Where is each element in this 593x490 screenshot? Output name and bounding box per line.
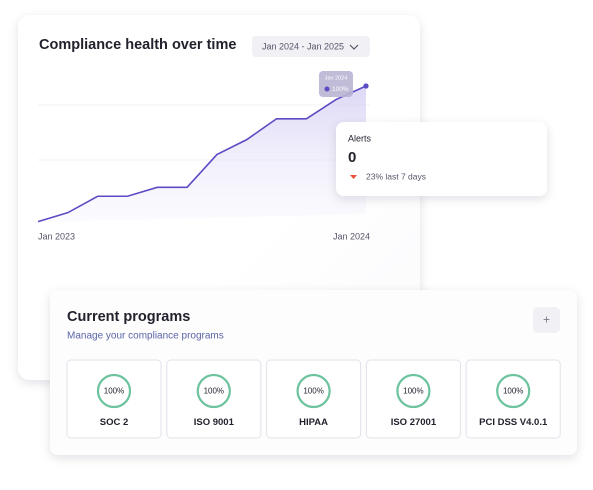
line <box>37 85 367 223</box>
tooltip-label: Jan 2024 <box>325 75 348 81</box>
program-name: PCI DSS V4.0.1 <box>479 417 548 428</box>
alerts-title: Alerts <box>348 133 372 143</box>
down-arrow <box>350 175 357 179</box>
area <box>38 86 366 222</box>
tooltip-value: 100% <box>332 86 349 93</box>
program-list: 100% SOC 2 100% ISO 9001 100% HIPAA 100% ISO 27… <box>66 359 561 439</box>
score-ring <box>196 373 231 409</box>
program-name: ISO 9001 <box>194 417 235 428</box>
date-range-text: Jan 2024 - Jan 2025 <box>262 41 344 51</box>
plot: Jan 2023 Jan 2024 Jan 2024 100% <box>37 71 370 241</box>
score-ring <box>496 373 531 409</box>
chart-title: Compliance health over time <box>39 37 236 53</box>
x-tick-label: Jan 2024 <box>333 231 370 241</box>
add-icon: + <box>543 313 550 327</box>
score-ring <box>96 373 132 409</box>
alerts-count: 0 <box>348 149 356 166</box>
score: 100% <box>403 387 423 396</box>
chevron <box>349 44 359 50</box>
program-name: ISO 27001 <box>391 417 437 428</box>
tooltip-dot <box>324 86 330 92</box>
program-tile[interactable] <box>365 359 461 439</box>
score-ring <box>396 373 431 409</box>
program-tile[interactable] <box>166 359 262 439</box>
program-tile[interactable] <box>465 359 561 439</box>
point <box>363 83 369 89</box>
score: 100% <box>503 387 523 396</box>
program-tile[interactable] <box>66 359 162 439</box>
score: 100% <box>104 387 124 396</box>
score: 100% <box>204 387 224 396</box>
program-tile[interactable] <box>266 359 362 439</box>
add-button[interactable] <box>533 307 560 333</box>
programs-subtitle: Manage your compliance programs <box>67 331 224 342</box>
score-ring <box>296 373 331 409</box>
programs-title: Current programs <box>67 309 190 325</box>
alerts-change: 23% last 7 days <box>366 171 426 181</box>
program-name: SOC 2 <box>100 417 129 428</box>
alerts-card <box>336 122 547 196</box>
x-tick-label: Jan 2023 <box>38 231 75 241</box>
date-range[interactable] <box>252 36 370 57</box>
score: 100% <box>303 387 323 396</box>
program-name: HIPAA <box>299 417 328 428</box>
